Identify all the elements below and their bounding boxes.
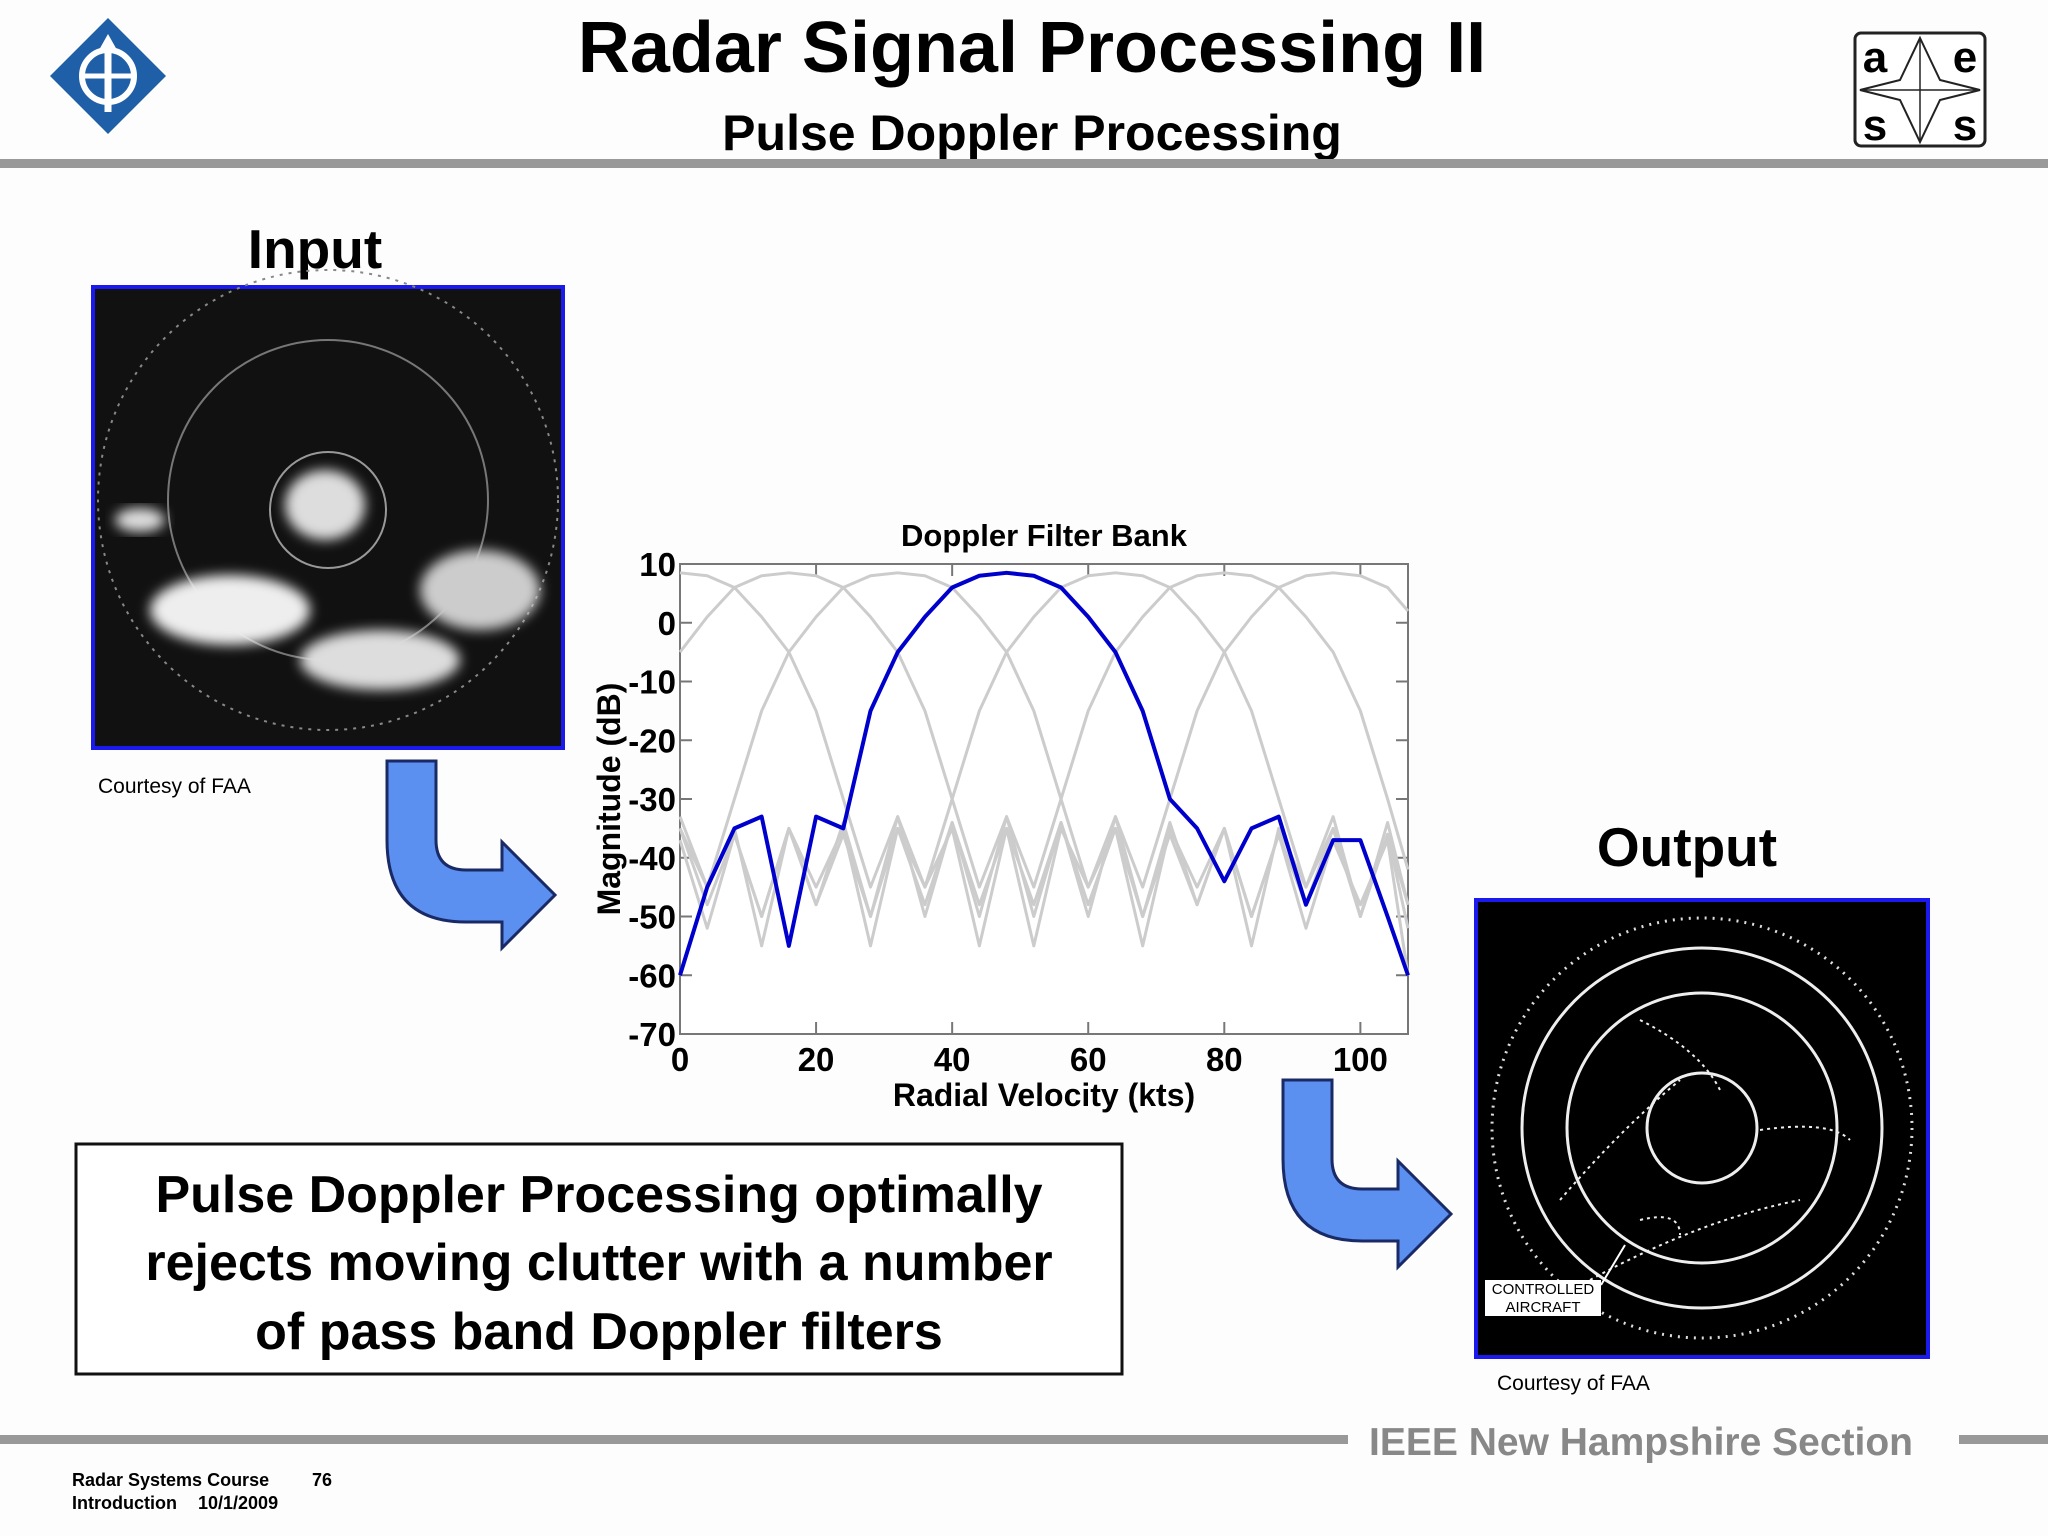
x-tick-label: 0 xyxy=(671,1041,689,1078)
series-line xyxy=(678,571,1410,948)
logo-letter: a xyxy=(1863,33,1888,82)
aess-logo: a e s s xyxy=(1853,31,1987,150)
y-tick-label: -30 xyxy=(628,781,676,818)
text-line: Pulse Doppler Processing optimally xyxy=(155,1166,1042,1224)
output-label: Output xyxy=(1597,816,1777,878)
x-tick-label: 40 xyxy=(934,1041,971,1078)
input-image xyxy=(91,269,565,750)
text-line: rejects moving clutter with a number xyxy=(145,1234,1052,1292)
text-line: of pass band Doppler filters xyxy=(255,1303,943,1361)
footer-topic: Introduction xyxy=(72,1493,177,1513)
footer-rule xyxy=(1959,1435,2048,1444)
footer-section: IEEE New Hampshire Section xyxy=(1369,1421,1913,1464)
series-line xyxy=(678,571,1410,948)
y-tick-label: -60 xyxy=(628,957,676,994)
x-tick-label: 60 xyxy=(1070,1041,1107,1078)
footer-course: Radar Systems Course xyxy=(72,1470,269,1490)
y-tick-label: -40 xyxy=(628,840,676,877)
logo-letter: e xyxy=(1953,33,1977,82)
subtitle: Pulse Doppler Processing xyxy=(722,105,1342,161)
series-line xyxy=(678,570,1410,976)
series-line xyxy=(678,571,1410,948)
plot-area xyxy=(679,563,1409,1035)
x-tick-label: 80 xyxy=(1206,1041,1243,1078)
x-tick-label: 100 xyxy=(1333,1041,1388,1078)
header-rule xyxy=(0,159,2048,168)
annotation: CONTROLLED xyxy=(1492,1281,1595,1298)
arrow xyxy=(1281,1078,1454,1271)
arrow xyxy=(385,759,558,952)
footer-date: 10/1/2009 xyxy=(198,1493,278,1513)
footer-rule xyxy=(0,1435,1348,1444)
chart: Doppler Filter Bank Radial Velocity (kts)… xyxy=(591,518,1410,1113)
output-credit: Courtesy of FAA xyxy=(1497,1372,1650,1395)
y-tick-label: 0 xyxy=(658,605,676,642)
y-tick-label: -20 xyxy=(628,722,676,759)
logo-letter: s xyxy=(1863,101,1887,150)
y-tick-label: 10 xyxy=(639,546,676,583)
input-credit: Courtesy of FAA xyxy=(98,775,251,798)
y-tick-label: -10 xyxy=(628,664,676,701)
output-image: CONTROLLED AIRCRAFT xyxy=(1474,898,1930,1359)
y-tick-label: -70 xyxy=(628,1016,676,1053)
ieee-logo xyxy=(50,18,166,134)
y-tick-label: -50 xyxy=(628,899,676,936)
x-tick-label: 20 xyxy=(798,1041,835,1078)
x-axis-label: Radial Velocity (kts) xyxy=(893,1077,1195,1113)
y-axis-label: Magnitude (dB) xyxy=(591,683,627,916)
text-box xyxy=(74,1142,1124,1376)
annotation: AIRCRAFT xyxy=(1506,1299,1581,1316)
input-label: Input xyxy=(248,218,382,280)
footer-page: 76 xyxy=(312,1470,332,1490)
logo-letter: s xyxy=(1953,101,1977,150)
title: Radar Signal Processing II xyxy=(578,8,1486,88)
series-line xyxy=(679,571,1410,976)
chart-title: Doppler Filter Bank xyxy=(901,518,1188,553)
